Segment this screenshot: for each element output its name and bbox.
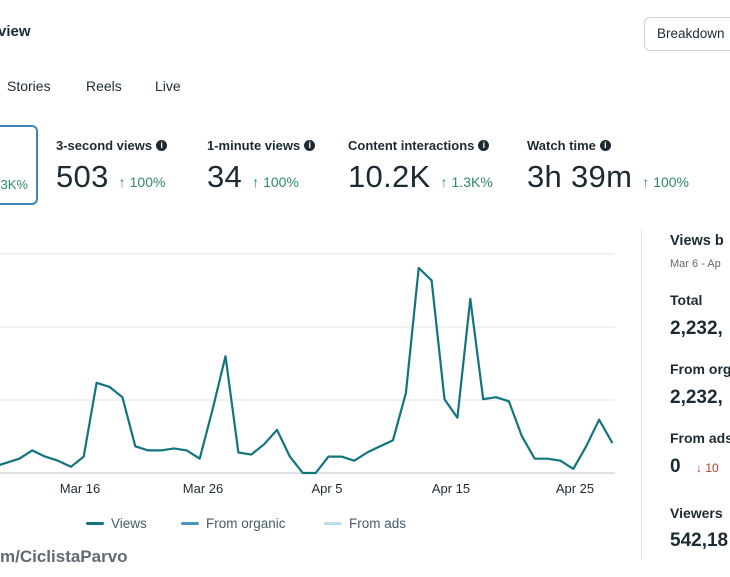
tab-reels[interactable]: Reels [86,78,122,94]
metric-watch-time[interactable]: Watch time i 3h 39m ↑ 100% [527,138,689,195]
from-organic-value: 2,232, [670,387,723,408]
page-title: view [0,23,31,40]
metric-label: 1-minute views [207,138,301,153]
views-line-chart[interactable]: Mar 16 Mar 26 Apr 5 Apr 15 Apr 25 [0,240,630,505]
info-icon[interactable]: i [304,140,316,151]
selected-metric-card[interactable]: 3K% [0,125,38,205]
from-organic-label: From org [670,361,730,377]
metric-label: Content interactions [348,138,475,153]
metric-content-interactions[interactable]: Content interactions i 10.2K ↑ 1.3K% [348,138,493,195]
metric-label: 3-second views [56,138,153,153]
selected-metric-change: 3K% [0,177,28,192]
total-label: Total [670,292,703,308]
legend-item-views: Views [86,516,147,531]
metric-label: Watch time [527,138,596,153]
arrow-up-icon: ↑ [642,174,650,190]
info-icon[interactable]: i [599,140,611,151]
metric-value: 503 [56,159,109,194]
metric-3-second-views[interactable]: 3-second views i 503 ↑ 100% [56,138,168,195]
metric-change: ↑ 100% [642,174,690,190]
side-panel-date-range: Mar 6 - Ap [670,258,721,270]
x-tick-label: Apr 15 [432,481,470,496]
metric-value: 10.2K [348,159,431,194]
legend-swatch [324,522,342,525]
tab-stories[interactable]: Stories [7,78,51,94]
x-tick-label: Mar 26 [183,481,223,496]
tab-live[interactable]: Live [155,78,181,94]
x-tick-label: Apr 25 [556,481,594,496]
metric-value: 3h 39m [527,159,633,194]
breakdown-button[interactable]: Breakdown [644,17,730,51]
info-icon[interactable]: i [156,140,168,151]
arrow-up-icon: ↑ [118,174,126,190]
arrow-up-icon: ↑ [440,174,448,190]
metric-1-minute-views[interactable]: 1-minute views i 34 ↑ 100% [207,138,316,195]
from-ads-change: ↓ 10 [696,461,719,475]
total-value: 2,232, [670,318,723,339]
watermark-text: m/CiclistaParvo [0,547,128,566]
legend-swatch [181,522,199,525]
info-icon[interactable]: i [478,140,490,151]
x-tick-label: Mar 16 [60,481,100,496]
from-ads-value: 0 [670,456,681,477]
metric-value: 34 [207,159,243,194]
series-line-views[interactable] [0,266,614,475]
legend-item-from-ads: From ads [324,516,406,531]
arrow-down-icon: ↓ [696,461,706,475]
metric-change: ↑ 100% [252,174,299,190]
from-ads-label: From ads [670,430,730,446]
viewers-label: Viewers [670,505,723,521]
metric-change: ↑ 100% [118,174,166,190]
side-panel-divider [641,230,642,560]
arrow-up-icon: ↑ [252,174,260,190]
legend-item-from-organic: From organic [181,516,286,531]
x-tick-label: Apr 5 [311,481,342,496]
viewers-value: 542,18 [670,530,729,551]
side-panel-title: Views b [670,233,724,249]
metric-change: ↑ 1.3K% [440,174,493,190]
legend-swatch [86,522,104,525]
